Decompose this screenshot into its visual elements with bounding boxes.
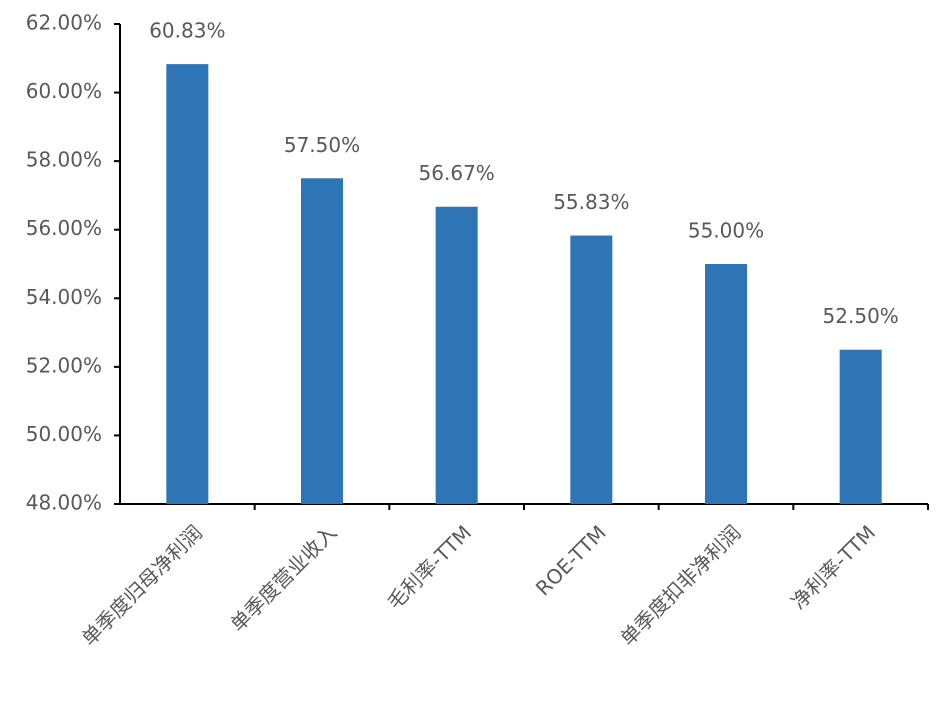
y-tick-label: 54.00%: [26, 285, 102, 309]
value-label: 57.50%: [284, 133, 360, 157]
value-label: 56.67%: [419, 161, 495, 185]
bar: [839, 349, 882, 504]
x-tick-label: 单季度归母净利润: [77, 520, 207, 650]
value-label: 55.83%: [553, 190, 629, 214]
x-tick-label: 单季度营业收入: [225, 520, 341, 636]
x-tick-label: 单季度扣非净利润: [615, 520, 745, 650]
y-tick-label: 52.00%: [26, 353, 102, 377]
bar: [301, 178, 343, 505]
bar: [435, 206, 478, 504]
value-label: 55.00%: [688, 219, 764, 243]
y-tick-label: 50.00%: [26, 422, 102, 446]
y-tick-label: 56.00%: [26, 216, 102, 240]
value-label: 52.50%: [823, 304, 899, 328]
value-label: 60.83%: [149, 19, 225, 43]
x-tick-label: 毛利率-TTM: [382, 520, 476, 614]
bar: [166, 64, 209, 504]
y-tick-label: 60.00%: [26, 79, 102, 103]
x-tick-label: ROE-TTM: [531, 520, 611, 600]
bar: [570, 235, 613, 505]
y-tick-label: 62.00%: [26, 11, 102, 35]
y-tick-label: 48.00%: [26, 491, 102, 515]
bar: [705, 264, 747, 504]
y-tick-label: 58.00%: [26, 148, 102, 172]
x-tick-label: 净利率-TTM: [786, 520, 880, 614]
